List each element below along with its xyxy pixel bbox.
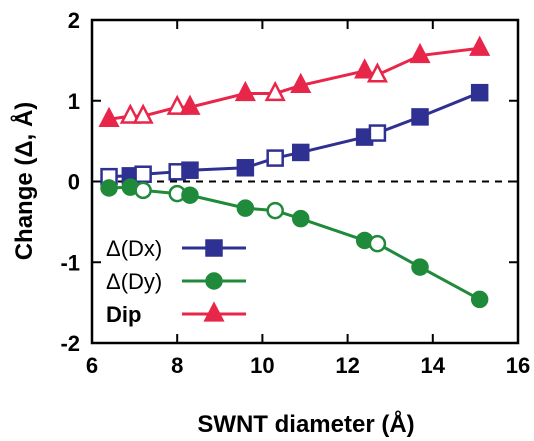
y-axis-title: Change (Δ, Å) [10, 102, 38, 261]
data-point [470, 290, 489, 309]
data-point [366, 62, 388, 83]
data-point [411, 108, 429, 126]
data-point [291, 209, 310, 228]
legend-marker [205, 239, 223, 257]
series-layer [98, 35, 491, 309]
legend-marker [205, 272, 223, 290]
data-point [179, 94, 201, 115]
data-point [368, 124, 387, 142]
legend-marker [203, 301, 225, 322]
x-axis-title: SWNT diameter (Å) [197, 410, 414, 438]
x-tick-label: 12 [335, 353, 359, 378]
data-point [266, 201, 284, 220]
data-point [236, 199, 255, 217]
data-point [470, 83, 489, 102]
legend-label: Δ(Dy) [106, 269, 162, 294]
data-point [134, 181, 152, 200]
data-point [354, 58, 376, 79]
data-point [409, 42, 431, 64]
data-point [291, 143, 310, 162]
data-point [134, 165, 152, 183]
data-point [132, 103, 154, 124]
data-point [98, 106, 120, 127]
data-point [411, 258, 429, 276]
x-tick-label: 14 [421, 353, 446, 378]
series-triangle [98, 35, 491, 127]
y-tick-label: 0 [68, 170, 80, 195]
x-tick-label: 10 [250, 353, 274, 378]
series-line [108, 185, 481, 301]
data-point [264, 80, 286, 102]
y-tick-label: 2 [68, 8, 80, 33]
y-tick-label: -2 [60, 331, 80, 356]
x-tick-label: 16 [506, 353, 530, 378]
y-tick-label: -1 [60, 250, 80, 275]
data-point [290, 72, 312, 94]
legend: Δ(Dx) Δ(Dy) Dip [106, 236, 246, 327]
x-tick-label: 8 [171, 353, 183, 378]
x-tick-label: 6 [86, 353, 98, 378]
legend-label: Dip [106, 302, 141, 327]
data-point [166, 94, 188, 115]
series-line [108, 91, 481, 179]
data-point [236, 159, 255, 177]
series-circle [100, 178, 489, 309]
data-point [266, 149, 284, 167]
data-point [234, 80, 256, 102]
data-point [181, 161, 199, 179]
data-point [181, 186, 199, 204]
series-square [100, 83, 489, 186]
y-tick-label: 1 [68, 89, 80, 114]
data-point [368, 234, 387, 253]
data-point [469, 35, 491, 56]
data-point [100, 179, 118, 197]
data-point [119, 103, 141, 124]
legend-label: Δ(Dx) [106, 236, 162, 261]
